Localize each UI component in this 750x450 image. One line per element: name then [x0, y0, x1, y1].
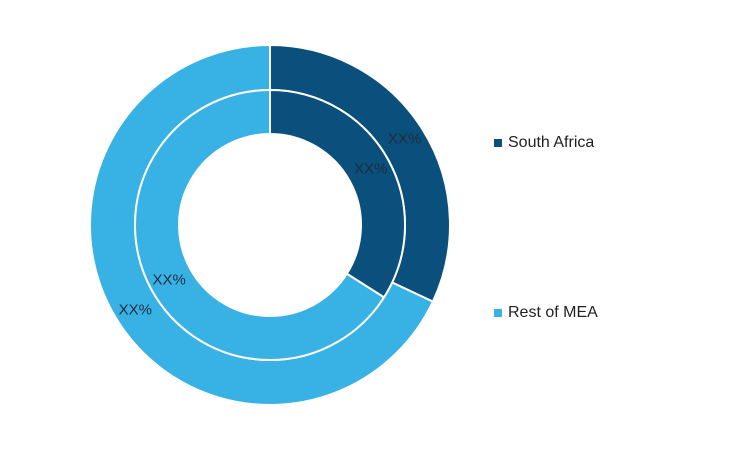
legend-swatch — [494, 139, 502, 147]
legend-label: Rest of MEA — [508, 304, 598, 321]
donut-segment — [269, 88, 406, 299]
legend-swatch — [494, 309, 502, 317]
value-label: XX% — [153, 271, 186, 288]
donut-segment — [134, 88, 386, 361]
value-label: XX% — [119, 301, 152, 318]
legend-label: South Africa — [508, 134, 594, 151]
value-label: XX% — [354, 161, 387, 178]
value-label: XX% — [388, 131, 421, 148]
